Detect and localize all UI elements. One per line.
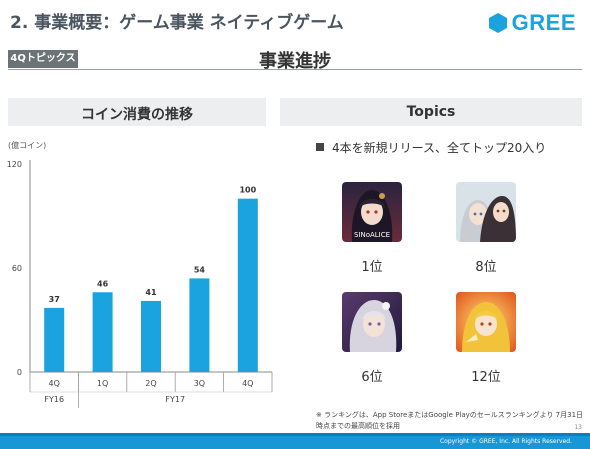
gree-hexagon-icon	[488, 13, 507, 33]
bar	[92, 292, 113, 372]
bar-value-label: 46	[97, 279, 109, 288]
topics-panel-header	[280, 98, 582, 126]
y-tick-label: 120	[7, 160, 22, 169]
slide-title: 2. 事業概要：ゲーム事業 ネイティブゲーム	[10, 13, 344, 33]
gree-logo-text: GREE	[511, 10, 576, 35]
fiscal-year-label: FY17	[165, 395, 185, 404]
ranking-footnote: ※ ランキングは、App StoreまたはGoogle Playのセールスランキ…	[316, 411, 584, 430]
y-tick-label: 0	[17, 368, 22, 377]
x-tick-label: 2Q	[145, 379, 156, 388]
gree-logo: GREE	[488, 10, 576, 36]
game-art-4	[456, 292, 516, 352]
bar-value-label: 100	[239, 186, 256, 195]
fiscal-year-label: FY16	[44, 395, 64, 404]
topic-bullet-icon	[316, 143, 324, 151]
x-tick-label: 4Q	[49, 379, 60, 388]
footer-strip	[0, 433, 590, 436]
x-tick-label: 3Q	[194, 379, 205, 388]
game-art-sinoalice: SINoALICE	[342, 182, 402, 242]
bar-value-label: 41	[145, 288, 157, 297]
coin-consumption-chart: 0 60 120 37 4Q 46 1Q 41 2Q 54 3Q 100 4Q FY16 FY17	[7, 160, 273, 408]
game-art-3	[342, 292, 402, 352]
game-rank-4: 12位	[471, 370, 501, 385]
chart-panel-title: コイン消費の推移	[81, 107, 193, 123]
x-tick-label: 4Q	[242, 379, 253, 388]
footer-bar	[0, 433, 590, 449]
game-rank-3: 6位	[361, 370, 383, 385]
page-number: 13	[574, 424, 582, 431]
bar	[44, 307, 65, 372]
copyright-text: Copyright © GREE, Inc. All Rights Reserv…	[439, 438, 572, 445]
bar-value-label: 37	[49, 295, 60, 304]
chart-unit-label: (億コイン)	[8, 141, 47, 150]
bar	[141, 300, 161, 372]
bar	[237, 198, 258, 372]
x-tick-label: 1Q	[97, 379, 108, 388]
chart-panel-header	[8, 98, 266, 126]
topics-panel-title: Topics	[406, 104, 456, 120]
topics-badge: 4Qトピックス	[8, 50, 78, 68]
sinoalice-logo-text: SINoALICE	[354, 231, 390, 239]
game-rank-2: 8位	[475, 260, 497, 275]
bar	[189, 278, 210, 372]
game-rank-1: 1位	[361, 260, 383, 275]
header-divider	[8, 69, 582, 70]
topic-text: 4本を新規リリース、全てトップ20入り	[332, 141, 547, 155]
y-tick-label: 60	[12, 264, 22, 273]
game-art-2	[456, 182, 516, 242]
bar-value-label: 54	[194, 265, 206, 274]
page-heading: 事業進捗	[259, 51, 331, 72]
